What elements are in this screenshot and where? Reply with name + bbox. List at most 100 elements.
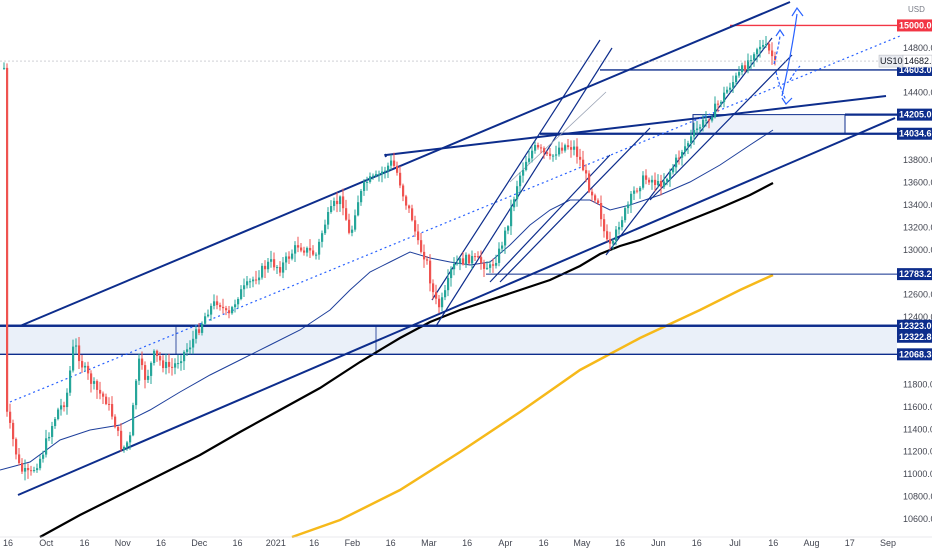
candle-body	[147, 375, 150, 380]
candle-body	[117, 427, 120, 431]
candle-body	[339, 196, 342, 205]
candle-body	[534, 144, 537, 151]
candle-body	[378, 174, 381, 176]
candle-body	[219, 305, 222, 307]
candle-body	[192, 338, 195, 348]
y-tick-label: 10600.0	[903, 514, 932, 524]
candle-body	[579, 156, 582, 160]
candle-body	[270, 259, 273, 262]
candle	[105, 393, 108, 406]
candle	[225, 305, 228, 316]
candle	[696, 120, 699, 135]
candle	[633, 186, 636, 201]
candle	[771, 42, 774, 65]
candle	[540, 144, 543, 154]
candle	[471, 250, 474, 270]
candle-body	[204, 316, 207, 324]
candle-body	[264, 265, 267, 270]
candle	[759, 40, 762, 58]
candle-body	[438, 298, 441, 308]
candle-body	[336, 200, 339, 205]
support-zones	[0, 114, 897, 355]
candle-body	[753, 54, 756, 61]
candle	[450, 266, 453, 287]
candle	[264, 260, 267, 278]
candle	[213, 294, 216, 310]
level-label-bg	[897, 108, 932, 121]
candle-body	[66, 392, 69, 408]
candle	[195, 325, 198, 344]
candle	[555, 145, 558, 160]
candle	[273, 252, 276, 271]
candle-body	[138, 358, 141, 381]
y-tick-label: 13000.0	[903, 245, 932, 255]
candle	[462, 252, 465, 266]
candle	[408, 204, 411, 213]
candle-body	[606, 231, 609, 240]
candle	[294, 241, 297, 262]
candle-body	[42, 454, 45, 459]
candle-body	[78, 345, 81, 362]
candle	[390, 154, 393, 171]
candle-body	[501, 245, 504, 249]
candle	[291, 249, 294, 261]
y-tick-label: 14400.0	[903, 88, 932, 98]
candle-body	[51, 426, 54, 437]
level-price-label: 14034.6	[897, 127, 932, 140]
candle	[357, 195, 360, 217]
candle	[426, 255, 429, 265]
candle-body	[738, 72, 741, 76]
candle	[309, 239, 312, 258]
candle	[432, 279, 435, 300]
candle-body	[750, 60, 753, 62]
projection-path-up-2	[781, 13, 798, 97]
candle-body	[717, 103, 720, 105]
resistance-trendline	[385, 95, 887, 156]
candle	[60, 398, 63, 416]
candle-body	[591, 191, 594, 196]
candle-body	[411, 208, 414, 221]
candle	[81, 354, 84, 373]
candle-body	[672, 167, 675, 173]
candle-body	[432, 283, 435, 293]
candle	[585, 164, 588, 183]
candle	[705, 111, 708, 127]
candle-body	[129, 435, 132, 443]
candle	[51, 421, 54, 445]
candle	[447, 269, 450, 297]
candle-body	[588, 173, 591, 192]
candle	[114, 414, 117, 429]
candle	[549, 148, 552, 160]
candle-body	[186, 349, 189, 352]
candle	[69, 365, 72, 396]
y-axis: 14800.0 14400.0 13800.0 13600.0 13400.0 13200…	[903, 43, 932, 524]
x-axis: 16 Oct 16 Nov 16 Dec 16 2021 16 Feb 16 Mar 16 Apr 16 Ma…	[0, 536, 932, 548]
candle	[423, 244, 426, 268]
x-tick-label: 16	[386, 538, 396, 548]
candle	[96, 379, 99, 399]
candle-body	[105, 396, 108, 404]
level-label-bg	[897, 268, 932, 281]
candle	[27, 463, 30, 479]
channel-lower-line	[17, 117, 896, 496]
candle-body	[6, 67, 9, 412]
level-label-bg	[897, 19, 932, 32]
candle	[243, 278, 246, 298]
candle-body	[756, 49, 759, 55]
candle	[714, 96, 717, 119]
candle	[183, 350, 186, 370]
candle	[24, 459, 27, 481]
candle	[216, 295, 219, 310]
candle-body	[762, 44, 765, 47]
candle-body	[27, 468, 30, 471]
candle-body	[615, 229, 618, 241]
x-tick-label: 16	[462, 538, 472, 548]
candle	[90, 370, 93, 393]
candle	[636, 187, 639, 194]
candle	[459, 257, 462, 271]
candle	[165, 353, 168, 375]
candle-body	[630, 193, 633, 205]
candle-body	[657, 180, 660, 186]
